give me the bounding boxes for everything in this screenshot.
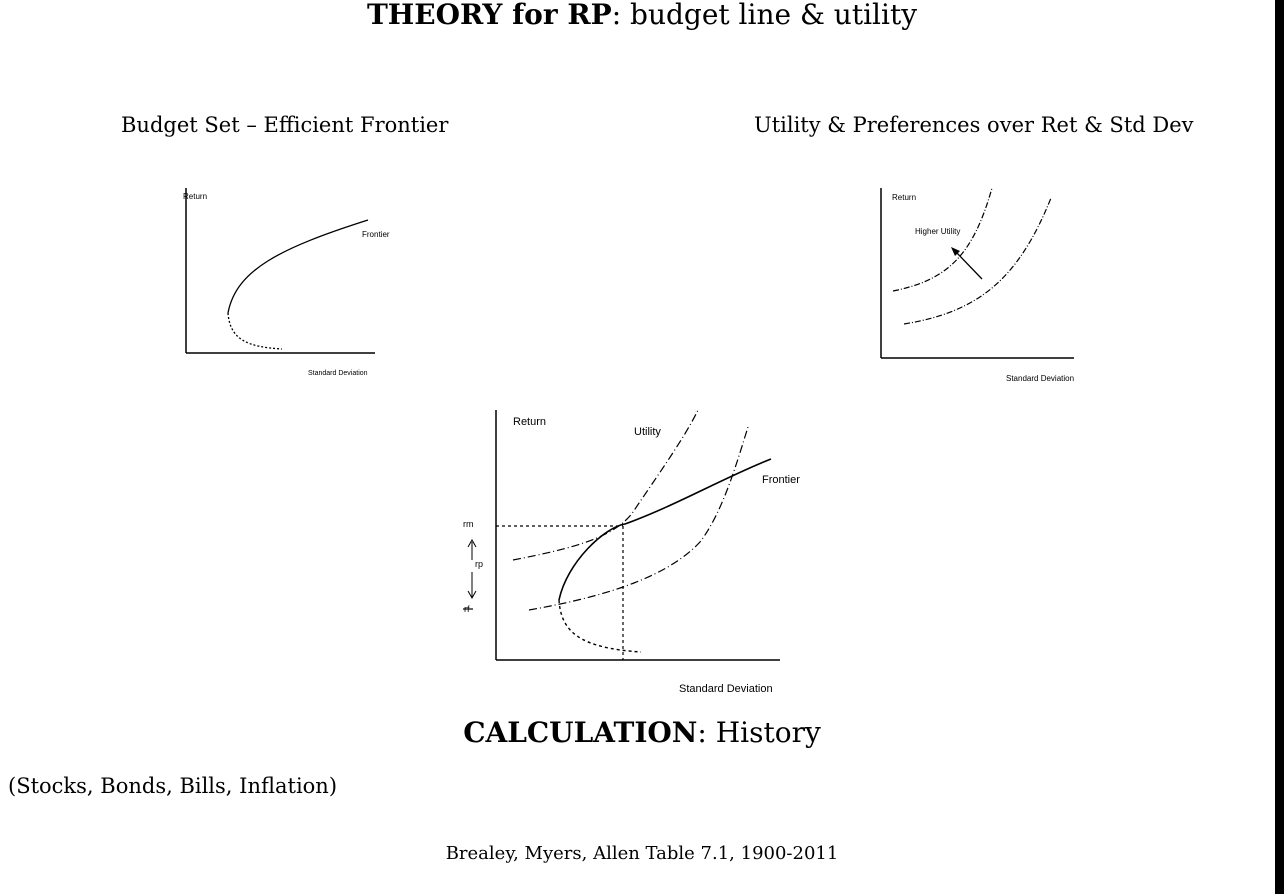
higher-utility-label: Higher Utility	[915, 227, 960, 236]
higher-utility-arrow	[955, 251, 983, 280]
asset-list-text: (Stocks, Bonds, Bills, Inflation)	[8, 774, 338, 798]
left-panel-caption: Budget Set – Efficient Frontier	[121, 113, 449, 137]
frontier-diagram: Return Frontier Standard Deviation	[183, 188, 390, 377]
scrollbar[interactable]	[1275, 0, 1284, 894]
rp-arrow-down-icon	[467, 590, 477, 600]
title-bold: THEORY for RP	[366, 0, 612, 31]
tangency-diagram: Return Utility Frontier rm rp rf Standar…	[463, 409, 800, 695]
utility-curve-low	[528, 426, 749, 611]
x-axis-label: Standard Deviation	[308, 370, 368, 377]
y-axis-label: Return	[513, 416, 546, 428]
x-axis-label: Standard Deviation	[679, 683, 773, 695]
utility-diagram: Return Higher Utility Standard Deviation	[880, 187, 1074, 383]
reference-text: Brealey, Myers, Allen Table 7.1, 1900-20…	[445, 843, 839, 864]
arrow-head-icon	[951, 247, 960, 256]
rf-label: rf	[464, 604, 470, 614]
title-rest: : budget line & utility	[611, 0, 918, 31]
section-heading-rest: : History	[697, 716, 821, 749]
frontier-upper-curve	[558, 458, 772, 601]
section-heading-bold: CALCULATION	[463, 716, 698, 749]
y-axis-label: Return	[183, 192, 207, 201]
section-heading: CALCULATION: History	[0, 716, 1284, 749]
x-axis-label: Standard Deviation	[1006, 374, 1074, 383]
right-panel-caption: Utility & Preferences over Ret & Std Dev	[754, 113, 1194, 137]
rm-label: rm	[463, 519, 474, 529]
rp-label: rp	[475, 559, 483, 569]
utility-label: Utility	[634, 426, 661, 438]
frontier-label: Frontier	[762, 474, 800, 486]
frontier-lower-curve	[227, 312, 283, 350]
frontier-lower-curve	[558, 599, 642, 653]
utility-curve-high	[512, 409, 699, 561]
frontier-label: Frontier	[362, 230, 390, 239]
rp-arrow-up-icon	[467, 538, 477, 548]
page-title: THEORY for RP: budget line & utility	[0, 0, 1284, 31]
y-axis-label: Return	[892, 193, 916, 202]
frontier-upper-curve	[227, 219, 369, 314]
indifference-curve-low	[903, 197, 1052, 325]
indifference-curve-high	[892, 187, 993, 292]
